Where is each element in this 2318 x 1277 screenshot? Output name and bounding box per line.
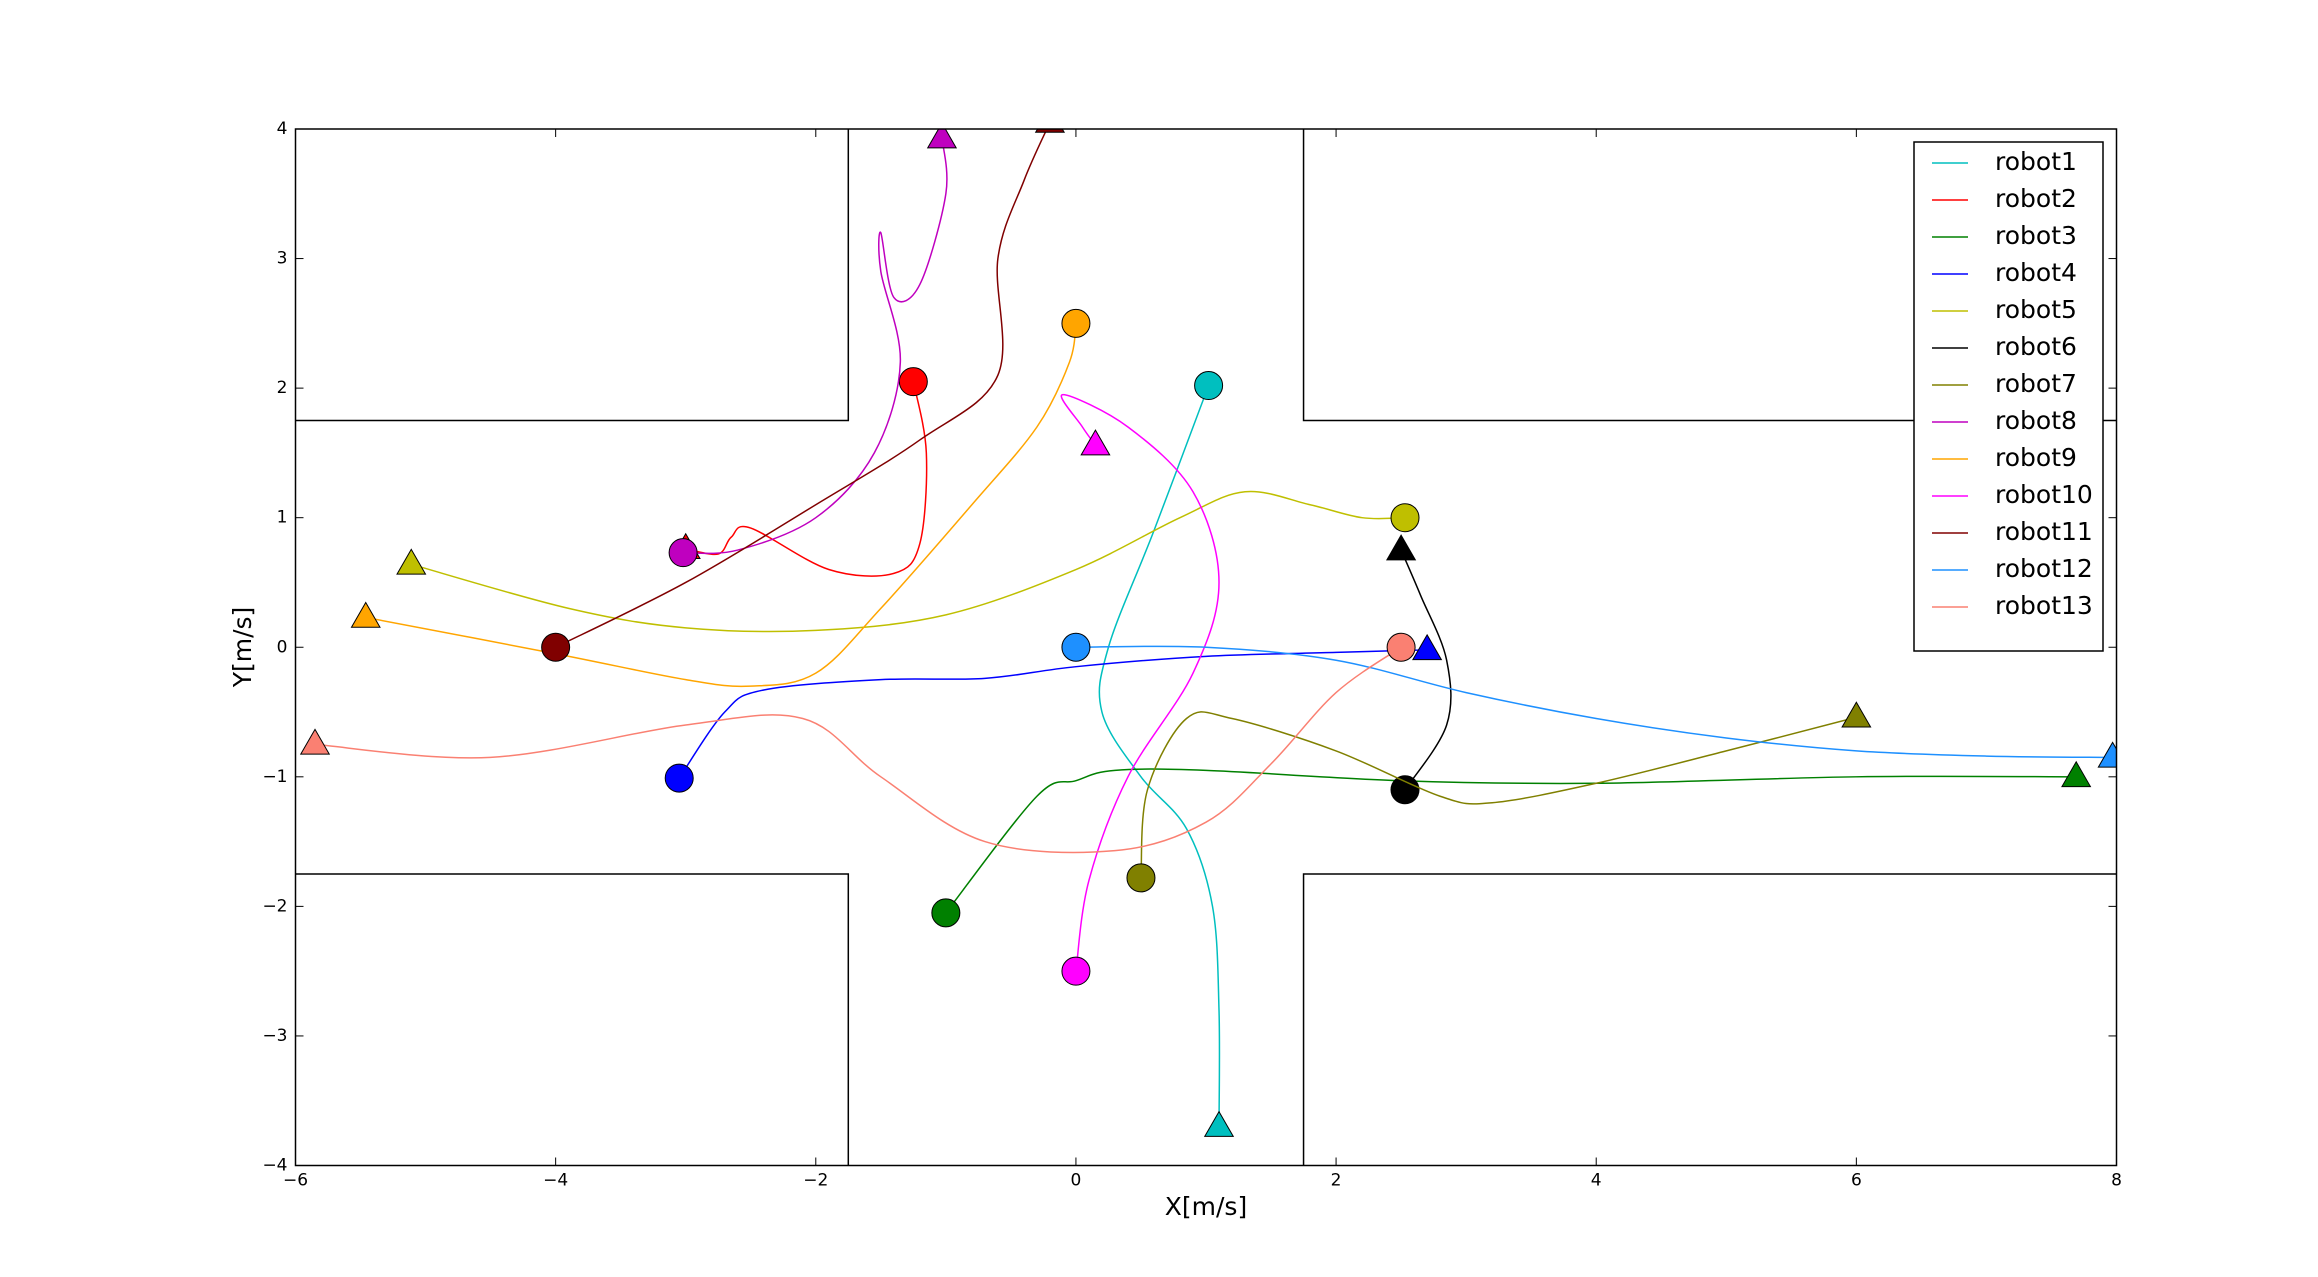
end-marker (1034, 129, 1066, 133)
plot-area (295, 129, 2117, 1166)
x-tick-label: −4 (543, 1171, 568, 1191)
start-marker (898, 367, 928, 397)
trajectory (1140, 711, 1857, 878)
start-marker (1390, 775, 1420, 805)
start-marker (668, 538, 698, 568)
trajectory (1075, 645, 2113, 759)
trajectory (1400, 549, 1452, 791)
end-marker (350, 601, 381, 628)
y-tick-label: −2 (262, 896, 287, 916)
trajectory (314, 646, 1402, 854)
x-tick-label: −2 (803, 1171, 828, 1191)
y-axis-label: Y[m/s] (228, 607, 257, 689)
y-tick-label: −3 (262, 1026, 287, 1046)
end-marker (1412, 633, 1443, 661)
end-marker (1203, 1110, 1235, 1137)
start-marker (1194, 371, 1224, 401)
end-marker (2061, 760, 2092, 788)
trajectory (365, 323, 1077, 688)
trajectory (945, 768, 2077, 914)
y-tick-label: 2 (277, 378, 288, 398)
trajectory (683, 138, 948, 555)
legend-label: robot3 (1995, 221, 2077, 250)
end-marker (299, 728, 331, 755)
end-marker (1841, 701, 1872, 728)
legend-label: robot8 (1995, 406, 2077, 435)
trajectory (1098, 385, 1221, 1127)
legend-label: robot4 (1995, 258, 2077, 287)
y-tick-label: −4 (262, 1156, 287, 1176)
x-axis-label: X[m/s] (1165, 1192, 1247, 1221)
start-marker (1061, 308, 1091, 338)
end-marker (396, 548, 427, 575)
legend: robot1 robot2 robot3 robot4 robot5 robot6 robo… (1913, 141, 2104, 652)
legend-label: robot9 (1995, 443, 2077, 472)
trajectory (678, 649, 1428, 779)
wall (295, 873, 850, 1166)
y-tick-label: 1 (277, 508, 288, 528)
x-tick-label: 4 (1591, 1171, 1602, 1191)
legend-label: robot1 (1995, 147, 2077, 176)
x-tick-label: −6 (283, 1171, 308, 1191)
legend-box (1913, 141, 2104, 652)
trajectory (411, 490, 1406, 633)
legend-label: robot11 (1995, 517, 2093, 546)
start-marker (1390, 503, 1420, 533)
y-tick-label: 0 (277, 637, 288, 657)
x-tick-label: 0 (1071, 1171, 1082, 1191)
trajectory (1060, 393, 1220, 972)
end-marker (2097, 741, 2117, 768)
trajectory (685, 381, 928, 577)
end-marker (926, 129, 958, 149)
wall (1302, 873, 2117, 1166)
y-tick-label: −1 (262, 767, 287, 787)
legend-label: robot2 (1995, 184, 2077, 213)
start-marker (541, 632, 571, 662)
legend-label: robot6 (1995, 332, 2077, 361)
x-tick-label: 8 (2111, 1171, 2122, 1191)
start-marker (1386, 632, 1416, 662)
y-tick-label: 4 (277, 119, 288, 139)
legend-label: robot12 (1995, 554, 2093, 583)
end-marker (1385, 534, 1417, 561)
legend-label: robot5 (1995, 295, 2077, 324)
y-tick-label: 3 (277, 249, 288, 269)
end-marker (1080, 429, 1111, 456)
wall (1302, 129, 2117, 422)
start-marker (1061, 956, 1091, 986)
x-tick-label: 2 (1331, 1171, 1342, 1191)
wall (295, 129, 850, 422)
x-tick-label: 6 (1851, 1171, 1862, 1191)
legend-label: robot10 (1995, 480, 2093, 509)
start-marker (931, 898, 961, 928)
start-marker (1126, 863, 1156, 893)
trajectory (555, 129, 1048, 648)
legend-label: robot13 (1995, 591, 2093, 620)
start-marker (1061, 632, 1091, 662)
start-marker (664, 763, 694, 793)
legend-label: robot7 (1995, 369, 2077, 398)
